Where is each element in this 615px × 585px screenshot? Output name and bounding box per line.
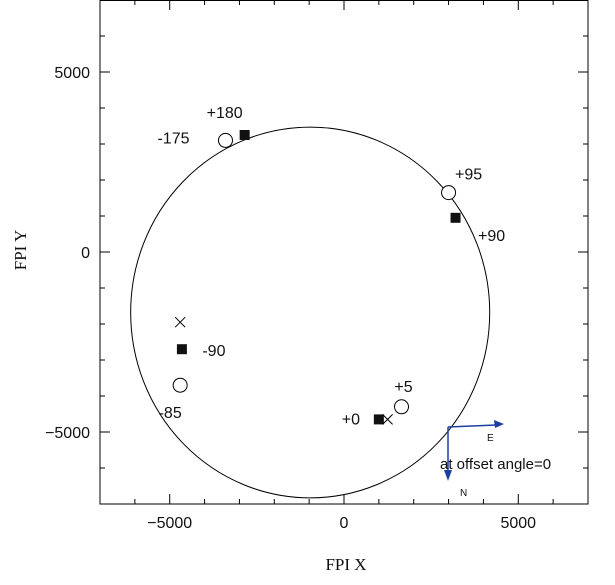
circle-marker xyxy=(441,185,457,201)
point-label: +0 xyxy=(342,411,360,428)
compass-east-label: E xyxy=(487,433,494,444)
x-marker-stroke xyxy=(382,414,393,425)
plot-border xyxy=(99,0,589,505)
point-labels: +180 +90 -90 +0 -175 +95 -85 +5 xyxy=(157,105,505,428)
fit-circle xyxy=(130,126,491,499)
y-tick-label: −5000 xyxy=(45,425,90,442)
point-label: +90 xyxy=(478,228,505,245)
point-label: +180 xyxy=(207,105,243,122)
point-label: -175 xyxy=(157,130,189,147)
x-marker xyxy=(382,414,393,425)
y-axis-title: FPI Y xyxy=(11,230,30,270)
data-markers xyxy=(172,130,461,425)
orientation-compass: E Nat offset angle=0 xyxy=(440,420,551,499)
circle-marker xyxy=(217,132,233,148)
x-marker xyxy=(174,316,186,328)
x-axis-title: FPI X xyxy=(325,555,366,574)
point-label: -85 xyxy=(159,405,182,422)
x-marker-stroke xyxy=(174,316,186,328)
compass-note: at offset angle=0 xyxy=(440,456,551,473)
x-tick-label: −5000 xyxy=(147,515,192,532)
axis-ticks: −5000 0 5000 −5000 0 5000 FPI X FPI Y xyxy=(11,0,589,574)
compass-east-arrow xyxy=(447,424,497,428)
circle-marker xyxy=(172,377,188,393)
square-marker xyxy=(450,212,461,223)
y-tick-label: 5000 xyxy=(54,65,90,82)
compass-east-head xyxy=(494,420,504,428)
x-tick-label: 0 xyxy=(340,515,349,532)
compass-north-head xyxy=(444,470,452,481)
circle-marker xyxy=(394,399,410,415)
plot-frame xyxy=(99,0,589,505)
offset-circle xyxy=(130,126,491,499)
compass-north-label: N xyxy=(460,488,467,499)
point-label: +95 xyxy=(455,167,482,184)
square-marker xyxy=(373,414,384,425)
point-label: -90 xyxy=(202,343,225,360)
point-label: +5 xyxy=(394,379,412,396)
square-marker xyxy=(239,130,250,140)
square-marker xyxy=(176,344,187,355)
x-tick-label: 5000 xyxy=(500,515,536,532)
y-tick-label: 0 xyxy=(81,245,90,262)
